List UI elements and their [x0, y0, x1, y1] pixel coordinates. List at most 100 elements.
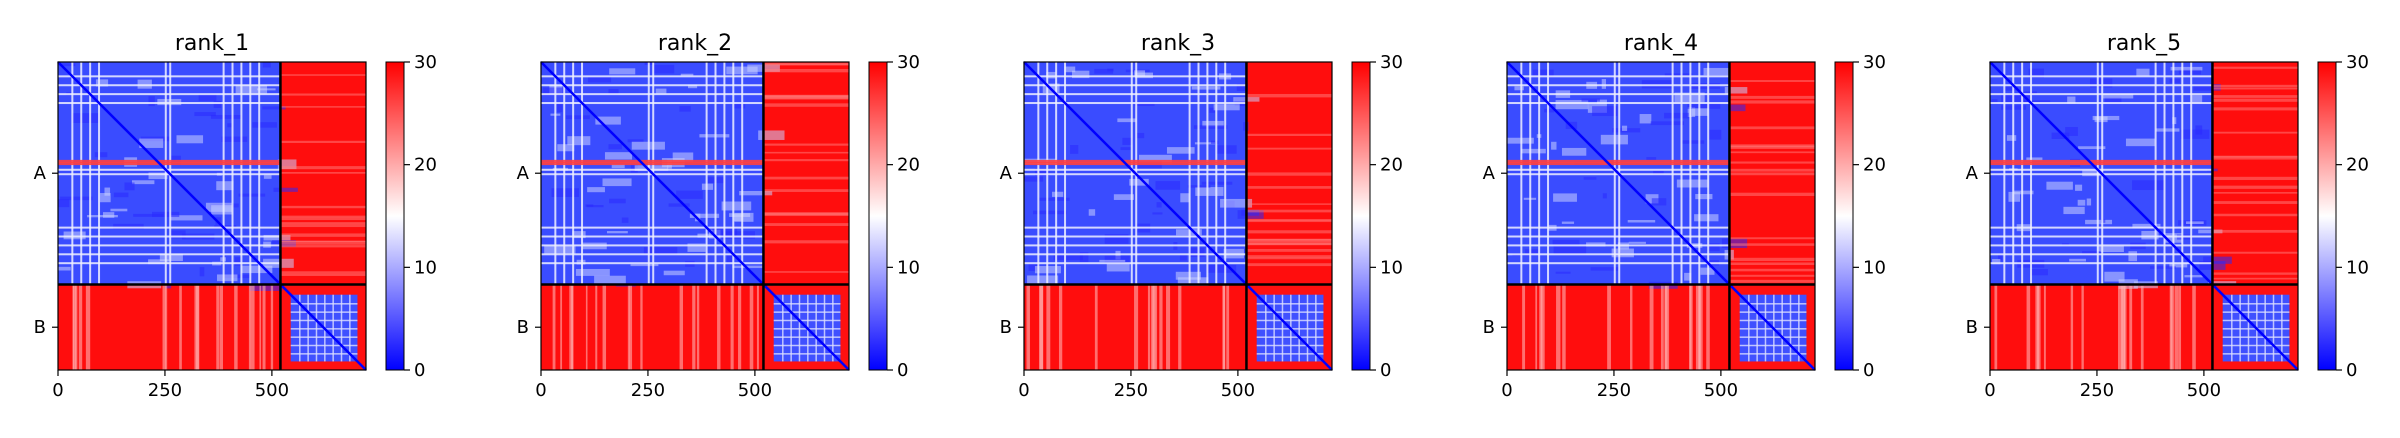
inter-streak — [2212, 155, 2298, 158]
x-tick-label: 0 — [535, 380, 546, 401]
pae-texture — [2097, 245, 2124, 253]
inter-streak — [640, 284, 643, 370]
pae-texture — [1992, 258, 2001, 265]
pae-texture — [277, 159, 297, 170]
pae-col-stripe — [714, 62, 717, 285]
inter-streak — [2043, 284, 2046, 370]
colorbar-tick-label: 10 — [1863, 257, 1886, 278]
pae-texture — [1177, 277, 1209, 286]
pae-texture — [1728, 104, 1746, 112]
pae-texture — [575, 268, 610, 276]
inter-streak — [72, 284, 75, 370]
inter-streak — [1689, 284, 1692, 370]
inter-streak — [280, 74, 366, 76]
pae-texture — [630, 163, 638, 173]
inter-streak — [1246, 93, 1332, 98]
pae-texture — [1706, 243, 1720, 252]
chart-title: rank_3 — [1141, 31, 1215, 56]
inter-streak — [763, 95, 849, 98]
pae-texture — [241, 265, 273, 274]
pae-texture — [1088, 209, 1096, 216]
pae-texture — [148, 172, 168, 180]
pae-texture — [1152, 212, 1163, 215]
inter-streak — [1556, 284, 1561, 370]
inter-streak — [1729, 144, 1815, 148]
inter-streak — [1729, 172, 1815, 176]
colorbar-tick-label: 20 — [1863, 155, 1886, 176]
pae-texture — [1552, 239, 1580, 246]
chain-b-diagonal — [762, 283, 850, 371]
inter-streak — [763, 143, 849, 146]
pae-texture — [653, 64, 675, 74]
inter-streak — [2129, 284, 2133, 370]
inter-streak — [552, 284, 556, 370]
pae-texture — [602, 178, 632, 187]
pae-texture — [1553, 245, 1587, 255]
chain-a-diagonal — [1989, 61, 2214, 286]
pae-row-stripe — [1990, 262, 2213, 265]
chain-b-grid — [832, 294, 834, 362]
chain-b-grid — [2222, 344, 2290, 347]
inter-streak — [1539, 284, 1543, 370]
pae-texture — [1650, 121, 1684, 126]
inter-streak — [1246, 230, 1332, 234]
pae-texture — [170, 230, 186, 239]
chain-b-grid — [1315, 294, 1317, 362]
inter-streak — [1729, 151, 1815, 154]
pae-texture — [1583, 177, 1597, 180]
pae-texture — [2090, 78, 2113, 88]
inter-streak — [763, 223, 849, 226]
inter-streak — [2212, 107, 2298, 111]
chain-b-grid — [1306, 294, 1309, 362]
chain-b-grid — [1739, 311, 1807, 313]
inter-streak — [2212, 66, 2298, 69]
inter-streak — [1039, 284, 1044, 370]
chain-b-grid — [1256, 344, 1324, 347]
inter-streak — [280, 93, 366, 96]
inter-streak — [248, 284, 251, 370]
colorbar-tick-label: 20 — [897, 155, 920, 176]
pae-texture — [1551, 141, 1557, 150]
pae-texture — [63, 231, 86, 240]
inter-streak — [696, 284, 700, 370]
heatmap-panel: rank_1 0 250 500 A B 0 10 20 30 — [34, 31, 437, 401]
pae-texture — [699, 134, 730, 138]
inter-streak — [2212, 98, 2298, 102]
pae-texture — [1024, 176, 1044, 182]
inter-streak — [1729, 243, 1815, 246]
x-tick-label: 250 — [1597, 380, 1631, 401]
colorbar-tick-label: 30 — [897, 52, 920, 73]
colorbar-tick-label: 30 — [1863, 52, 1886, 73]
pae-row-stripe — [541, 235, 764, 238]
pae-texture — [2203, 256, 2232, 264]
inter-streak — [2118, 284, 2123, 370]
y-tick-label: B — [1966, 317, 1978, 338]
inter-streak — [1058, 284, 1063, 370]
inter-streak — [280, 166, 366, 170]
pae-texture — [1120, 147, 1131, 151]
colorbar — [385, 61, 405, 371]
chain-a-diagonal — [1506, 61, 1731, 286]
chain-a-diagonal — [57, 61, 282, 286]
pae-texture — [2023, 100, 2051, 103]
inter-streak — [1698, 284, 1701, 370]
pae-texture — [1175, 271, 1201, 280]
axes-frame — [57, 61, 367, 371]
pae-texture — [2185, 221, 2204, 225]
pae-texture — [2103, 93, 2134, 99]
pae-texture — [1070, 145, 1079, 154]
pae-texture — [2063, 206, 2085, 215]
inter-streak — [1226, 284, 1230, 370]
pae-texture — [609, 68, 636, 75]
pae-texture — [721, 201, 752, 211]
pae-texture — [634, 165, 669, 171]
y-tick-label: B — [1000, 317, 1012, 338]
colorbar-tick-label: 30 — [2346, 52, 2369, 73]
inter-streak — [1664, 284, 1668, 370]
inter-streak — [1222, 284, 1226, 370]
pae-row-stripe — [1507, 226, 1730, 229]
inter-streak — [2212, 95, 2298, 98]
pae-texture — [1687, 107, 1696, 118]
chain-b-grid — [290, 336, 358, 338]
pae-texture — [567, 136, 591, 146]
